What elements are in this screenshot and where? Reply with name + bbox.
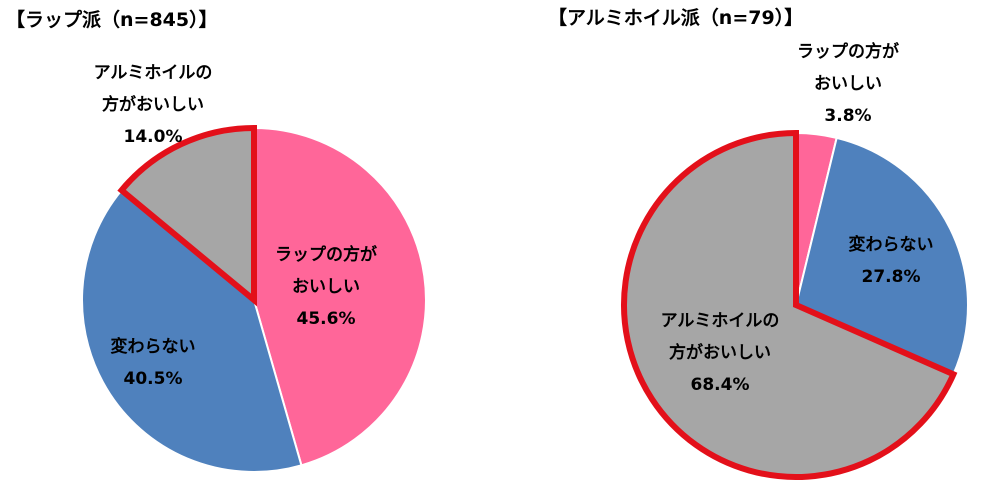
chart-2-title: 【アルミホイル派（n=79）】 <box>548 6 803 29</box>
chart-2-pie: ラップの方がおいしい 3.8% 変わらない 27.8% アルミホイルの方がおいしい 68.… <box>621 41 969 480</box>
chart-2-slice-2 <box>794 136 969 376</box>
chart-1-pie: ラップの方がおいしい 45.6% 変わらない 40.5% アルミホイルの方がおいしい 14… <box>81 63 427 473</box>
chart-1-slice-3-label: アルミホイルの方がおいしい 14.0% <box>94 63 213 147</box>
chart-1-slice-1-label: ラップの方がおいしい 45.6% <box>275 244 377 329</box>
chart-1-highlight-outline <box>117 124 257 307</box>
chart-1-slice-2-label: 変わらない 40.5% <box>111 336 196 389</box>
chart-2-slice-3-label: アルミホイルの方がおいしい 68.4% <box>661 311 780 395</box>
chart-1-slice-2 <box>81 188 303 473</box>
chart-2-highlight-outline <box>621 129 958 480</box>
chart-1-title: 【ラップ派（n=845）】 <box>6 8 218 31</box>
chart-2-slice-1-label: ラップの方がおいしい 3.8% <box>797 41 899 126</box>
chart-1-slice-1 <box>253 126 427 467</box>
chart-2-slice-2-label: 変わらない 27.8% <box>849 234 934 287</box>
